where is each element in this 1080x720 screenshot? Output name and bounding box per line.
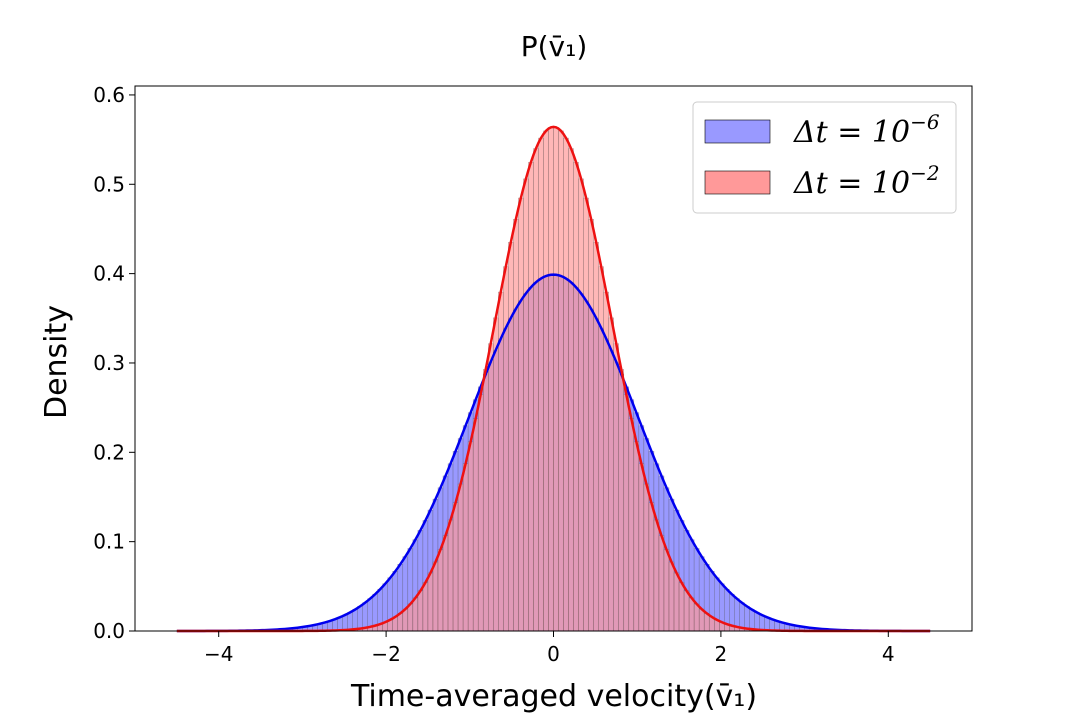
histogram-bar <box>417 590 424 632</box>
histogram-bar <box>698 608 705 632</box>
histogram-bar <box>422 582 429 632</box>
histogram-bar <box>563 137 569 632</box>
histogram-bar <box>452 502 459 632</box>
histogram-bar <box>488 343 494 632</box>
histogram-bar <box>427 572 434 632</box>
histogram-bar <box>528 162 534 632</box>
histogram-bar <box>402 608 409 632</box>
histogram-bar <box>347 612 353 632</box>
histogram-bar <box>568 148 574 632</box>
x-tick-label: −2 <box>371 642 400 666</box>
histogram-bar <box>588 219 594 632</box>
histogram-bar <box>693 603 700 632</box>
histogram-bar <box>754 612 760 632</box>
y-tick-label: 0.5 <box>93 172 125 196</box>
histogram-bar <box>558 130 564 632</box>
histogram-bar <box>633 441 640 632</box>
x-axis-title: Time-averaged velocity(v̄₁) <box>350 679 757 714</box>
histogram-bar <box>628 418 635 632</box>
x-axis: −4 −2 0 2 4 <box>204 631 895 666</box>
histogram-bar <box>543 130 549 632</box>
x-tick-label: 0 <box>547 642 560 666</box>
legend-label-series-2: Δt = 10−2 <box>793 161 940 201</box>
histogram-bar <box>442 535 449 632</box>
y-tick-label: 0.4 <box>93 262 125 286</box>
histogram-bar <box>598 266 604 632</box>
histogram-bar <box>663 549 670 632</box>
histogram-bar <box>518 197 524 632</box>
x-tick-label: −4 <box>204 642 233 666</box>
histogram-bar <box>503 266 509 632</box>
histogram-bar <box>462 463 469 632</box>
histogram-bar <box>437 549 444 632</box>
histogram-bar <box>678 582 685 632</box>
histogram-bar <box>688 597 695 632</box>
histogram-bar <box>407 603 414 632</box>
histogram-bar <box>472 418 479 632</box>
y-tick-label: 0.0 <box>93 619 125 643</box>
histogram-bar <box>432 561 439 632</box>
plot-area <box>134 85 973 633</box>
y-tick-label: 0.3 <box>93 351 125 375</box>
y-tick-label: 0.6 <box>93 83 125 107</box>
histogram-bar <box>538 137 544 632</box>
legend-swatch-series-2 <box>704 170 771 195</box>
histogram-bar <box>623 394 630 632</box>
histogram-bar <box>477 394 484 632</box>
histogram-bar <box>613 343 619 632</box>
histogram-bar <box>457 483 464 632</box>
histogram-bar <box>482 369 489 632</box>
histogram-bar <box>658 535 665 632</box>
histogram-bar <box>638 463 645 632</box>
histogram-bar <box>648 502 655 632</box>
x-tick-label: 2 <box>715 642 728 666</box>
histogram-bar <box>508 242 514 632</box>
histogram-bar <box>593 242 599 632</box>
histogram-bar <box>412 597 419 632</box>
y-axis-title: Density <box>39 305 74 419</box>
histogram-bar <box>523 178 529 632</box>
histogram-bar <box>467 441 474 632</box>
histogram-bar <box>618 369 625 632</box>
histogram-bar <box>583 197 589 632</box>
histogram-bar <box>683 590 690 632</box>
histogram-bar <box>573 162 579 632</box>
histogram-bar <box>342 614 348 632</box>
histogram-bar <box>513 219 519 632</box>
y-tick-label: 0.1 <box>93 530 125 554</box>
histogram-bar <box>493 317 499 632</box>
histogram-bar <box>578 178 584 632</box>
chart-title: P(v̄₁) <box>521 30 588 63</box>
histogram-bar <box>553 127 559 632</box>
histogram-bar <box>643 483 650 632</box>
histogram-bar <box>608 317 614 632</box>
histogram-bar <box>447 519 454 632</box>
y-axis: 0.0 0.1 0.2 0.3 0.4 0.5 0.6 <box>93 83 135 643</box>
legend-label-series-1: Δt = 10−6 <box>793 110 940 150</box>
legend: Δt = 10−6 Δt = 10−2 <box>692 101 957 214</box>
histogram-bar <box>673 572 680 632</box>
x-tick-label: 4 <box>882 642 895 666</box>
histogram-bar <box>653 519 660 632</box>
histogram-bar <box>668 561 675 632</box>
legend-swatch-series-1 <box>704 119 771 144</box>
histogram-bar <box>548 127 554 632</box>
histogram-bar <box>759 614 765 632</box>
y-tick-label: 0.2 <box>93 440 125 464</box>
density-curve-series-1 <box>176 273 931 633</box>
histogram-bar <box>533 148 539 632</box>
